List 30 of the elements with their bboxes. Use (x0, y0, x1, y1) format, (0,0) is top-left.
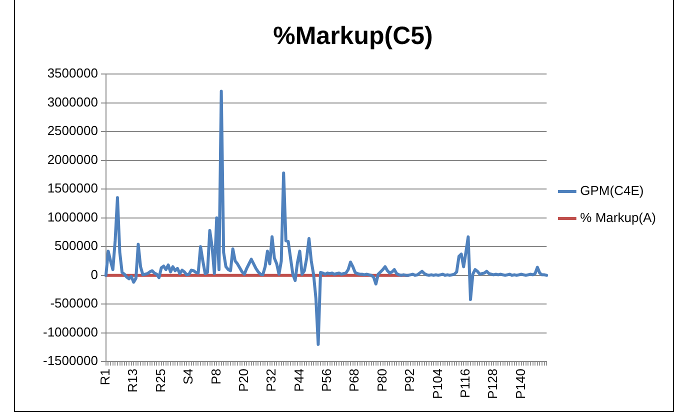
x-tick-label: P80 (374, 368, 390, 392)
x-tick-label: R25 (152, 368, 168, 392)
y-tick-label: 1000000 (47, 209, 98, 224)
x-tick-label: P20 (236, 368, 251, 392)
x-tick-label: P116 (457, 368, 472, 398)
y-tick-label: 3500000 (47, 66, 98, 81)
x-tick-label: R13 (125, 368, 140, 392)
y-tick-label: 2500000 (47, 123, 98, 138)
y-tick-label: -1500000 (42, 353, 98, 368)
x-tick-label: P44 (291, 368, 306, 392)
y-tick-label: 3000000 (47, 94, 98, 110)
y-tick-label: 2000000 (47, 152, 98, 167)
y-tick-label: 500000 (54, 238, 98, 254)
x-tick-label: P8 (208, 368, 224, 385)
x-tick-label: P32 (264, 368, 279, 392)
chart-title: %Markup(C5) (273, 22, 433, 50)
x-tick-label: P68 (346, 368, 362, 392)
y-tick-label: 1500000 (47, 180, 98, 196)
y-tick-label: -500000 (50, 296, 98, 311)
legend-label: % Markup(A) (580, 210, 656, 226)
x-tick-label: P128 (485, 368, 500, 400)
x-tick-label: P92 (402, 368, 418, 392)
x-tick-label: R1 (98, 368, 113, 386)
y-tick-label: 0 (90, 266, 98, 282)
x-tick-label: P140 (512, 368, 528, 400)
x-tick-label: P104 (430, 368, 445, 400)
y-tick-label: -1000000 (42, 324, 98, 340)
x-tick-label: S4 (180, 368, 196, 385)
legend-label: GPM(C4E) (580, 183, 644, 198)
x-tick-label: P56 (319, 368, 334, 392)
